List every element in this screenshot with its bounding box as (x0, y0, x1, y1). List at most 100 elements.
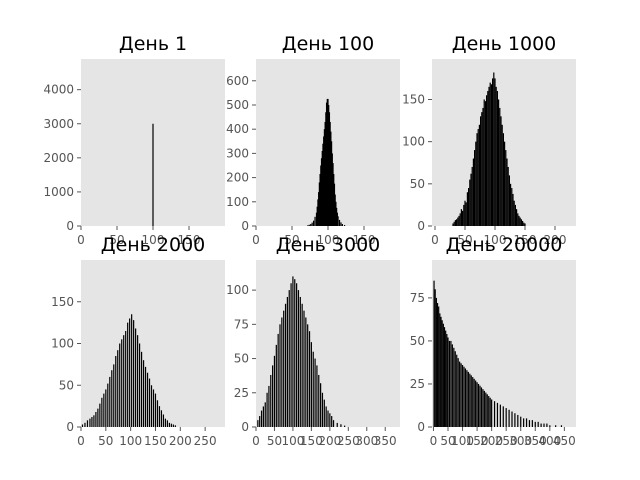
histogram-bar (456, 354, 458, 427)
histogram-bar (332, 163, 334, 226)
histogram-bar (273, 355, 276, 427)
x-tick-label: 0 (252, 233, 260, 247)
histogram-bar (435, 297, 437, 427)
histogram-bar (327, 98, 329, 226)
histogram-bar (480, 116, 482, 226)
histogram-bar (475, 380, 477, 427)
histogram-bar (331, 416, 333, 427)
histogram-bar (158, 406, 161, 428)
histogram-bar (301, 303, 303, 427)
x-tick-label: 150 (514, 233, 537, 247)
histogram-bar (327, 410, 329, 427)
histogram-bar (512, 193, 514, 226)
histogram-bar (86, 420, 89, 427)
y-tick-label: 100 (226, 195, 249, 209)
histogram-bar (117, 350, 119, 427)
histogram-bar (555, 425, 557, 427)
histogram-bar (277, 333, 279, 427)
histogram-bar (447, 337, 449, 427)
panel-title: День 1 (119, 33, 187, 55)
histogram-bar (513, 200, 515, 226)
histogram-bar (440, 316, 442, 427)
x-tick-label: 50 (98, 434, 113, 448)
histogram-bar (320, 158, 323, 226)
histogram-bar (476, 133, 478, 226)
histogram-bar (461, 365, 464, 427)
histogram-bar (517, 213, 519, 226)
histogram-bar (93, 415, 95, 427)
histogram-bar (140, 351, 143, 427)
x-tick-label: 150 (353, 233, 376, 247)
histogram-bar (103, 393, 105, 427)
histogram-bar (456, 219, 458, 226)
x-tick-label: 200 (480, 434, 503, 448)
histogram-bar (297, 290, 300, 427)
plot-area (432, 260, 576, 427)
histogram-bar (172, 424, 174, 427)
y-tick-label: 150 (51, 295, 74, 309)
histogram-bar (534, 421, 536, 427)
histogram-bar (311, 222, 313, 226)
x-tick-label: 0 (77, 233, 85, 247)
histogram-bar (152, 389, 155, 427)
histogram-bar (135, 328, 137, 427)
histogram-bar (467, 371, 469, 427)
x-tick-label: 0 (430, 434, 438, 448)
x-tick-label: 250 (194, 434, 217, 448)
histogram-bar (442, 323, 444, 427)
histogram-bar (284, 303, 287, 427)
histogram-bar (333, 183, 336, 226)
x-tick-label: 200 (318, 434, 341, 448)
histogram-bar (464, 368, 467, 427)
y-tick-label: 25 (234, 386, 249, 400)
histogram-bar (479, 385, 481, 427)
y-tick-label: 300 (226, 146, 249, 160)
y-tick-label: 100 (51, 337, 74, 351)
histogram-bar (121, 339, 123, 427)
histogram-bar (310, 224, 312, 226)
histogram-bar (453, 347, 455, 427)
histogram-bar (142, 360, 145, 427)
histogram-bar (320, 383, 322, 427)
histogram-bar (493, 72, 495, 227)
histogram-panel: 0 100 200 300 400 500 600 0 50 100 150 День 100 (226, 33, 400, 247)
histogram-bar (168, 422, 170, 427)
histogram-bar (464, 200, 466, 226)
histogram-bar (476, 382, 478, 427)
x-tick-label: 350 (374, 434, 397, 448)
histogram-bar (316, 206, 318, 226)
histogram-bar (486, 394, 488, 427)
histogram-bar (492, 78, 494, 227)
histogram-bar (162, 414, 165, 427)
histogram-bar (266, 392, 268, 427)
histogram-bar (337, 216, 339, 226)
histogram-bar (336, 207, 338, 226)
histogram-bar (525, 418, 528, 427)
histogram-bar (474, 150, 476, 226)
histogram-bar (483, 390, 485, 427)
histogram-bar (514, 413, 516, 427)
histogram-bar (107, 383, 109, 427)
histogram-bar (459, 213, 461, 226)
histogram-bar (458, 215, 460, 226)
histogram-bar (531, 420, 533, 427)
x-tick-label: 250 (337, 434, 360, 448)
histogram-bar (452, 223, 454, 226)
histogram-bar (478, 124, 480, 226)
histogram-bar (310, 342, 312, 427)
histogram-bar (111, 370, 113, 427)
panel-title: День 3000 (276, 234, 381, 256)
histogram-bar (484, 101, 486, 226)
x-tick-label: 150 (144, 434, 167, 448)
histogram-bar (519, 217, 521, 226)
histogram-bar (496, 402, 499, 427)
x-tick-label: 100 (119, 434, 142, 448)
histogram-bar (138, 343, 141, 427)
histogram-bar (307, 225, 309, 226)
histogram-bar (454, 220, 456, 226)
histogram-bar (113, 364, 115, 428)
histogram-bar (296, 283, 298, 427)
histogram-bar (315, 212, 318, 226)
x-tick-label: 150 (178, 233, 201, 247)
